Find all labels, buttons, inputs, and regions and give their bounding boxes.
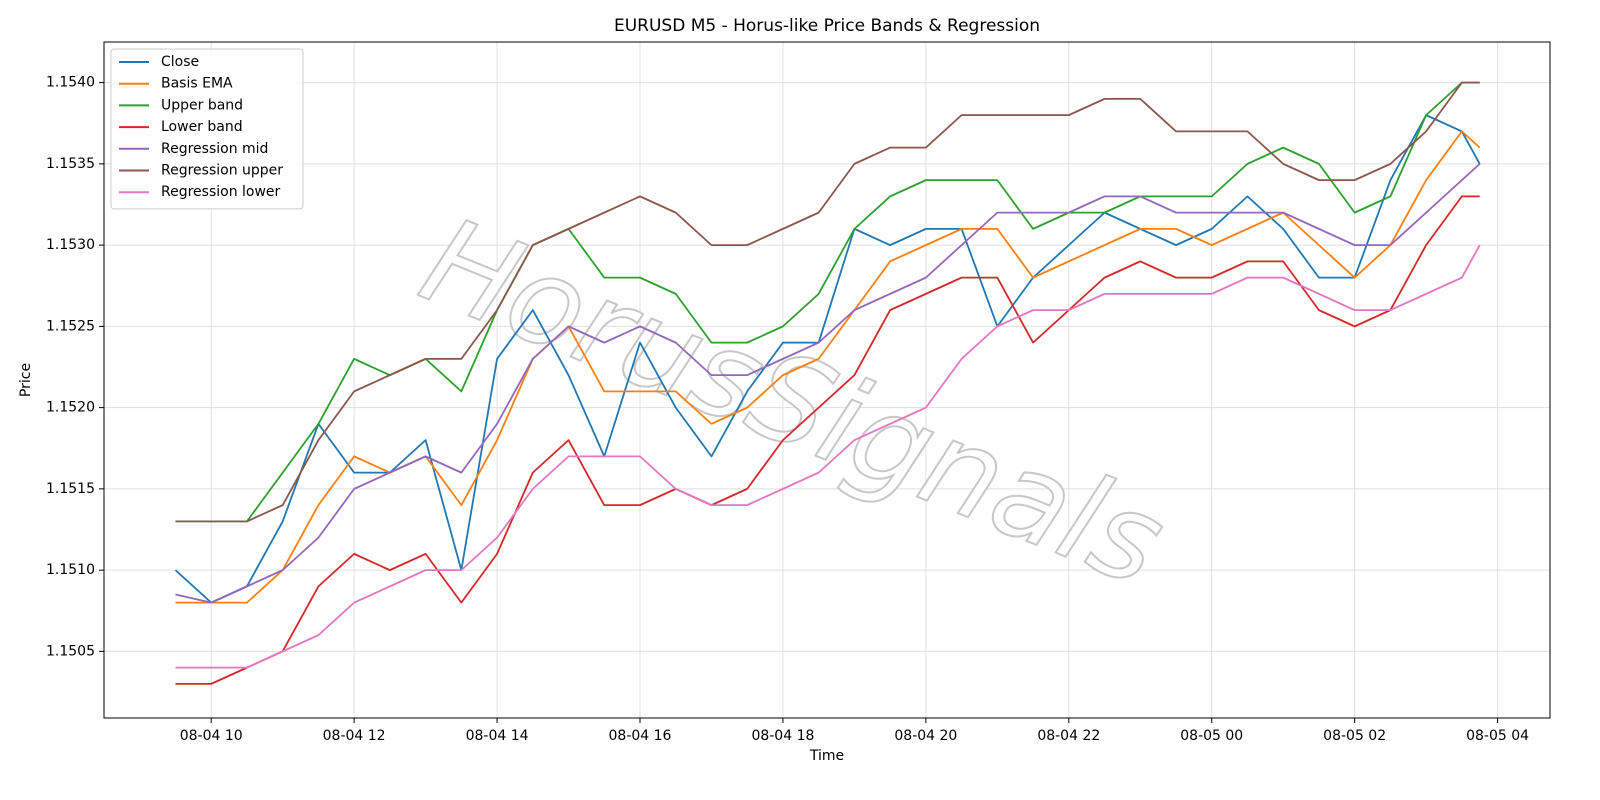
legend-label: Upper band <box>161 97 243 113</box>
legend-label: Lower band <box>161 119 243 135</box>
series-line <box>175 81 1480 523</box>
series-line <box>175 195 1480 685</box>
y-tick-label: 1.1520 <box>46 400 95 416</box>
legend-box <box>110 48 304 210</box>
x-tick-label: 08-04 16 <box>609 728 672 744</box>
x-tick-label: 08-04 22 <box>1037 728 1100 744</box>
x-tick-label: 08-04 10 <box>180 728 243 744</box>
x-axis-label: Time <box>809 748 844 764</box>
y-tick-label: 1.1505 <box>46 643 95 659</box>
x-tick-label: 08-04 14 <box>466 728 529 744</box>
legend-label: Close <box>161 54 199 70</box>
x-tick-label: 08-05 02 <box>1323 728 1386 744</box>
y-tick-label: 1.1535 <box>46 156 95 172</box>
legend-label: Regression mid <box>161 141 268 157</box>
series-line <box>175 244 1481 669</box>
legend-label: Regression lower <box>161 184 281 200</box>
x-tick-label: 08-04 20 <box>894 728 957 744</box>
y-tick-label: 1.1515 <box>46 481 95 497</box>
y-axis-label: Price <box>18 363 34 397</box>
chart-title: EURUSD M5 - Horus-like Price Bands & Reg… <box>614 16 1040 36</box>
x-tick-label: 08-05 04 <box>1466 728 1529 744</box>
legend-label: Regression upper <box>161 163 283 179</box>
y-tick-label: 1.1510 <box>46 562 95 578</box>
series-line <box>174 114 1481 604</box>
legend-label: Basis EMA <box>161 76 233 92</box>
y-tick-label: 1.1525 <box>46 318 95 334</box>
ticks: 1.1505 1.1510 1.1515 1.1520 1.1525 1.1530 1.15… <box>46 75 1529 744</box>
x-tick-label: 08-04 12 <box>323 728 386 744</box>
series-line <box>175 163 1481 604</box>
y-tick-label: 1.1530 <box>46 237 95 253</box>
plot-frame <box>103 41 1551 719</box>
lines <box>174 81 1481 685</box>
x-tick-label: 08-05 00 <box>1180 728 1243 744</box>
x-tick-label: 08-04 18 <box>751 728 814 744</box>
legend: Close Basis EMA Upper band Lower band Regres… <box>110 48 304 210</box>
y-tick-label: 1.1540 <box>46 75 95 91</box>
